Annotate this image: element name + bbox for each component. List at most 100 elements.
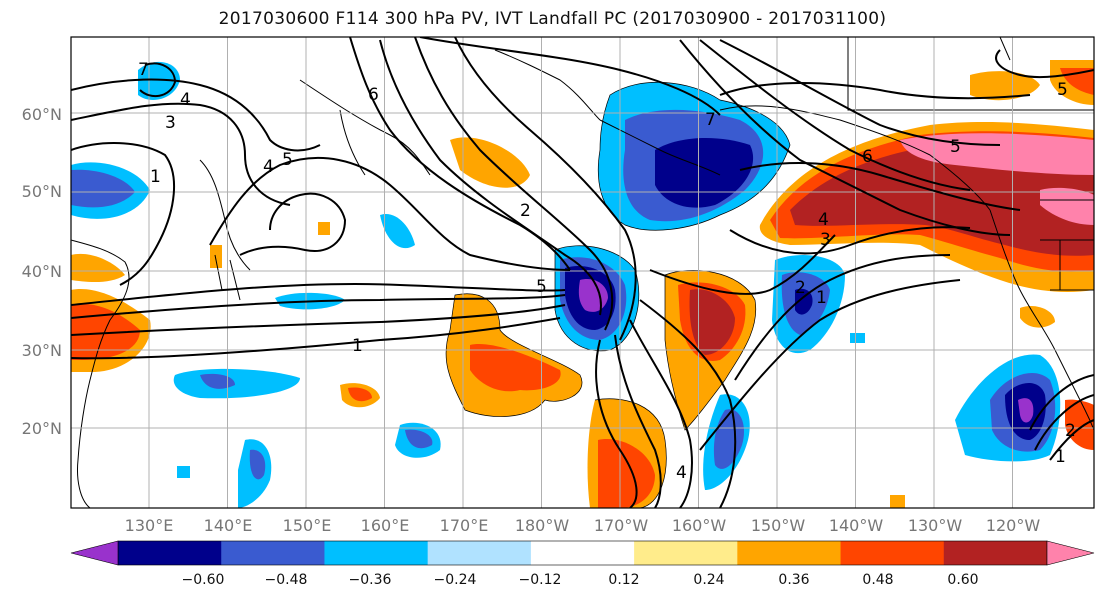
contour-label: 1 — [1055, 447, 1066, 467]
colorbar-tick-label: 0.48 — [862, 572, 894, 588]
colorbar-tick-label: 0.60 — [947, 572, 979, 588]
contour-line — [349, 37, 571, 271]
lon-label: 160°W — [671, 516, 727, 535]
lat-label: 30°N — [21, 341, 62, 360]
lat-label: 60°N — [21, 105, 62, 124]
contour-label: 1 — [150, 167, 161, 187]
colorbar-swatch — [634, 541, 738, 565]
contour-label: 1 — [352, 336, 363, 356]
positive-anomaly — [1040, 187, 1094, 225]
positive-anomaly — [598, 439, 655, 508]
contour-label: 5 — [536, 277, 547, 297]
colorbar-swatch — [324, 541, 429, 565]
contour-label: 2 — [795, 278, 806, 298]
graticule — [71, 37, 1094, 508]
colorbar-tick-label: 0.24 — [693, 572, 725, 588]
lon-label: 120°W — [985, 516, 1041, 535]
lon-label: 130°W — [907, 516, 963, 535]
negative-anomaly — [850, 333, 865, 343]
contour-label: 7 — [138, 60, 149, 80]
anomaly-shading — [71, 60, 1094, 508]
contour-line — [739, 162, 1021, 211]
lon-label: 140°W — [828, 516, 884, 535]
contour-label: 6 — [368, 85, 379, 105]
positive-anomaly — [900, 133, 1094, 175]
lat-label: 40°N — [21, 262, 62, 281]
contour-label: 6 — [862, 147, 873, 167]
positive-anomaly — [890, 495, 905, 508]
lon-label: 150°E — [282, 516, 332, 535]
contour-line — [729, 226, 971, 255]
positive-anomaly — [470, 344, 561, 392]
lon-label: 170°W — [593, 516, 649, 535]
contour-label: 4 — [818, 210, 829, 230]
contour-line — [1049, 419, 1094, 461]
contour-label: 3 — [165, 113, 176, 133]
colorbar-swatch — [943, 541, 1048, 565]
positive-anomaly — [71, 253, 125, 283]
positive-anomaly — [450, 137, 530, 188]
contour-line — [379, 39, 602, 316]
contour-line — [71, 142, 176, 286]
contour-label: 4 — [263, 157, 274, 177]
positive-anomaly — [1020, 305, 1055, 328]
lon-label: 180°W — [514, 516, 570, 535]
contour-label: 5 — [1057, 80, 1068, 100]
map-frame — [70, 36, 1095, 509]
lon-label: 160°E — [360, 516, 410, 535]
lat-label: 50°N — [21, 182, 62, 201]
contour-line — [699, 39, 971, 191]
contour-line — [71, 317, 561, 360]
colorbar-swatch — [530, 541, 635, 565]
contour-line — [719, 82, 1031, 100]
colorbar-swatch — [840, 541, 945, 565]
contour-label: 7 — [705, 110, 716, 130]
contour-line — [139, 62, 177, 98]
contour-line — [454, 37, 637, 341]
contour-line — [629, 319, 693, 508]
contour-line — [734, 254, 951, 381]
colorbar-swatch — [118, 541, 222, 565]
negative-anomaly — [249, 449, 266, 480]
contour-line — [71, 78, 321, 152]
colorbar-swatch — [737, 541, 842, 565]
colorbar-tick-label: 0.12 — [608, 572, 640, 588]
colorbar-swatch — [221, 541, 325, 565]
positive-anomaly — [689, 289, 735, 355]
negative-anomaly — [405, 429, 433, 449]
colorbar-tick-label: −0.24 — [433, 572, 477, 588]
contour-label: 4 — [676, 463, 687, 483]
contour-line — [419, 37, 721, 116]
contour-line — [1034, 394, 1094, 451]
contour-line — [209, 156, 571, 271]
contour-label: 3 — [820, 230, 831, 250]
positive-anomaly — [348, 387, 372, 402]
colorbar-swatch — [427, 541, 532, 565]
contour-line — [719, 39, 1001, 146]
colorbar-tick-label: −0.48 — [264, 572, 308, 588]
negative-anomaly — [71, 169, 135, 208]
positive-anomaly — [210, 245, 222, 268]
contour-label: 1 — [816, 288, 827, 308]
contour-label: 2 — [520, 201, 531, 221]
contour-line — [614, 334, 662, 508]
lat-label: 20°N — [21, 419, 62, 438]
negative-anomaly — [380, 214, 415, 249]
contour-line — [71, 304, 566, 336]
coastlines — [71, 37, 1094, 508]
lon-label: 150°W — [750, 516, 806, 535]
colorbar-tick-label: −0.60 — [181, 572, 225, 588]
colorbar-tick-label: −0.12 — [518, 572, 562, 588]
negative-anomaly — [200, 373, 235, 389]
contour-line — [1029, 374, 1094, 431]
lon-label: 170°E — [439, 516, 489, 535]
positive-anomaly — [970, 71, 1040, 101]
ivt-contours — [71, 37, 1094, 508]
contour-label: 5 — [950, 137, 961, 157]
negative-anomaly — [177, 466, 190, 478]
colorbar-tick-label: 0.36 — [778, 572, 810, 588]
colorbar-right-extend — [1046, 540, 1095, 566]
positive-anomaly — [318, 222, 330, 235]
